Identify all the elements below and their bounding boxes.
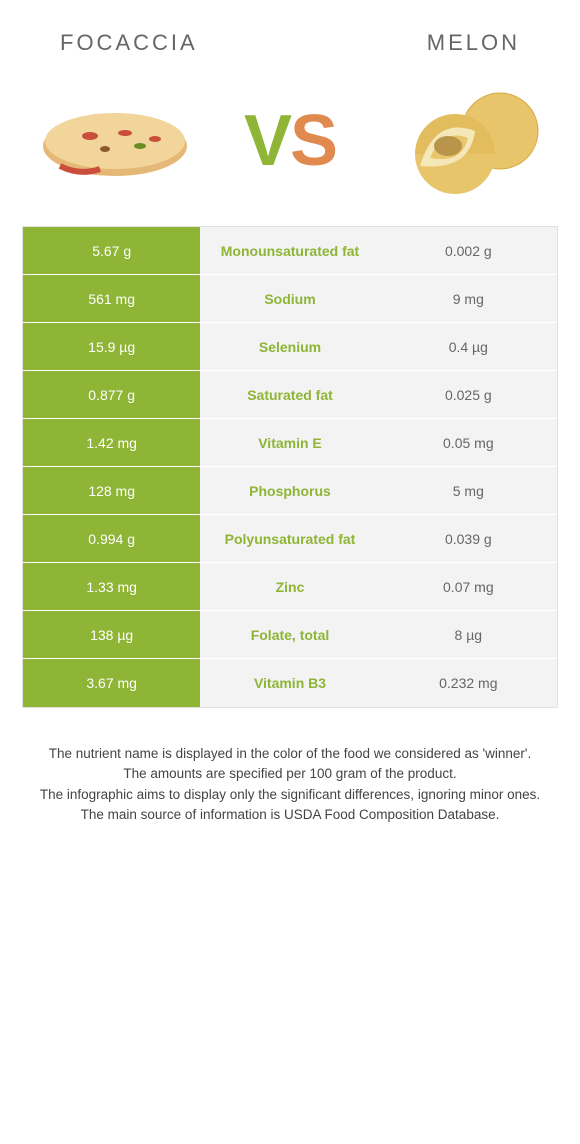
nutrient-label: Vitamin E bbox=[200, 419, 379, 466]
left-food-image bbox=[30, 86, 200, 196]
footer-line: The amounts are specified per 100 gram o… bbox=[30, 764, 550, 784]
nutrient-label: Polyunsaturated fat bbox=[200, 515, 379, 562]
right-value: 0.002 g bbox=[380, 227, 557, 274]
nutrient-table: 5.67 gMonounsaturated fat0.002 g561 mgSo… bbox=[22, 226, 558, 708]
table-row: 5.67 gMonounsaturated fat0.002 g bbox=[23, 227, 557, 275]
right-value: 0.232 mg bbox=[380, 659, 557, 707]
table-row: 1.42 mgVitamin E0.05 mg bbox=[23, 419, 557, 467]
nutrient-label: Zinc bbox=[200, 563, 379, 610]
footer-line: The main source of information is USDA F… bbox=[30, 805, 550, 825]
left-value: 5.67 g bbox=[23, 227, 200, 274]
table-row: 1.33 mgZinc0.07 mg bbox=[23, 563, 557, 611]
footer-notes: The nutrient name is displayed in the co… bbox=[30, 744, 550, 825]
table-row: 0.877 gSaturated fat0.025 g bbox=[23, 371, 557, 419]
left-value: 0.877 g bbox=[23, 371, 200, 418]
nutrient-label: Saturated fat bbox=[200, 371, 379, 418]
right-value: 0.05 mg bbox=[380, 419, 557, 466]
left-value: 0.994 g bbox=[23, 515, 200, 562]
right-food-title: Melon bbox=[427, 30, 520, 56]
left-value: 128 mg bbox=[23, 467, 200, 514]
table-row: 128 mgPhosphorus5 mg bbox=[23, 467, 557, 515]
nutrient-label: Folate, total bbox=[200, 611, 379, 658]
right-value: 9 mg bbox=[380, 275, 557, 322]
right-food-image bbox=[380, 86, 550, 196]
left-value: 3.67 mg bbox=[23, 659, 200, 707]
table-row: 138 µgFolate, total8 µg bbox=[23, 611, 557, 659]
nutrient-label: Vitamin B3 bbox=[200, 659, 379, 707]
footer-line: The nutrient name is displayed in the co… bbox=[30, 744, 550, 764]
footer-line: The infographic aims to display only the… bbox=[30, 785, 550, 805]
right-value: 0.025 g bbox=[380, 371, 557, 418]
nutrient-label: Selenium bbox=[200, 323, 379, 370]
table-row: 3.67 mgVitamin B30.232 mg bbox=[23, 659, 557, 707]
nutrient-label: Sodium bbox=[200, 275, 379, 322]
vs-label: VS bbox=[244, 100, 336, 182]
right-value: 8 µg bbox=[380, 611, 557, 658]
right-value: 0.4 µg bbox=[380, 323, 557, 370]
vs-s: S bbox=[290, 101, 336, 181]
left-value: 1.33 mg bbox=[23, 563, 200, 610]
left-value: 1.42 mg bbox=[23, 419, 200, 466]
right-value: 0.039 g bbox=[380, 515, 557, 562]
right-value: 0.07 mg bbox=[380, 563, 557, 610]
left-value: 138 µg bbox=[23, 611, 200, 658]
vs-v: V bbox=[244, 101, 290, 181]
nutrient-label: Monounsaturated fat bbox=[200, 227, 379, 274]
table-row: 0.994 gPolyunsaturated fat0.039 g bbox=[23, 515, 557, 563]
right-value: 5 mg bbox=[380, 467, 557, 514]
left-value: 15.9 µg bbox=[23, 323, 200, 370]
vs-row: VS bbox=[0, 66, 580, 226]
nutrient-label: Phosphorus bbox=[200, 467, 379, 514]
table-row: 561 mgSodium9 mg bbox=[23, 275, 557, 323]
table-row: 15.9 µgSelenium0.4 µg bbox=[23, 323, 557, 371]
header: Focaccia Melon bbox=[0, 0, 580, 66]
left-food-title: Focaccia bbox=[60, 30, 198, 56]
left-value: 561 mg bbox=[23, 275, 200, 322]
